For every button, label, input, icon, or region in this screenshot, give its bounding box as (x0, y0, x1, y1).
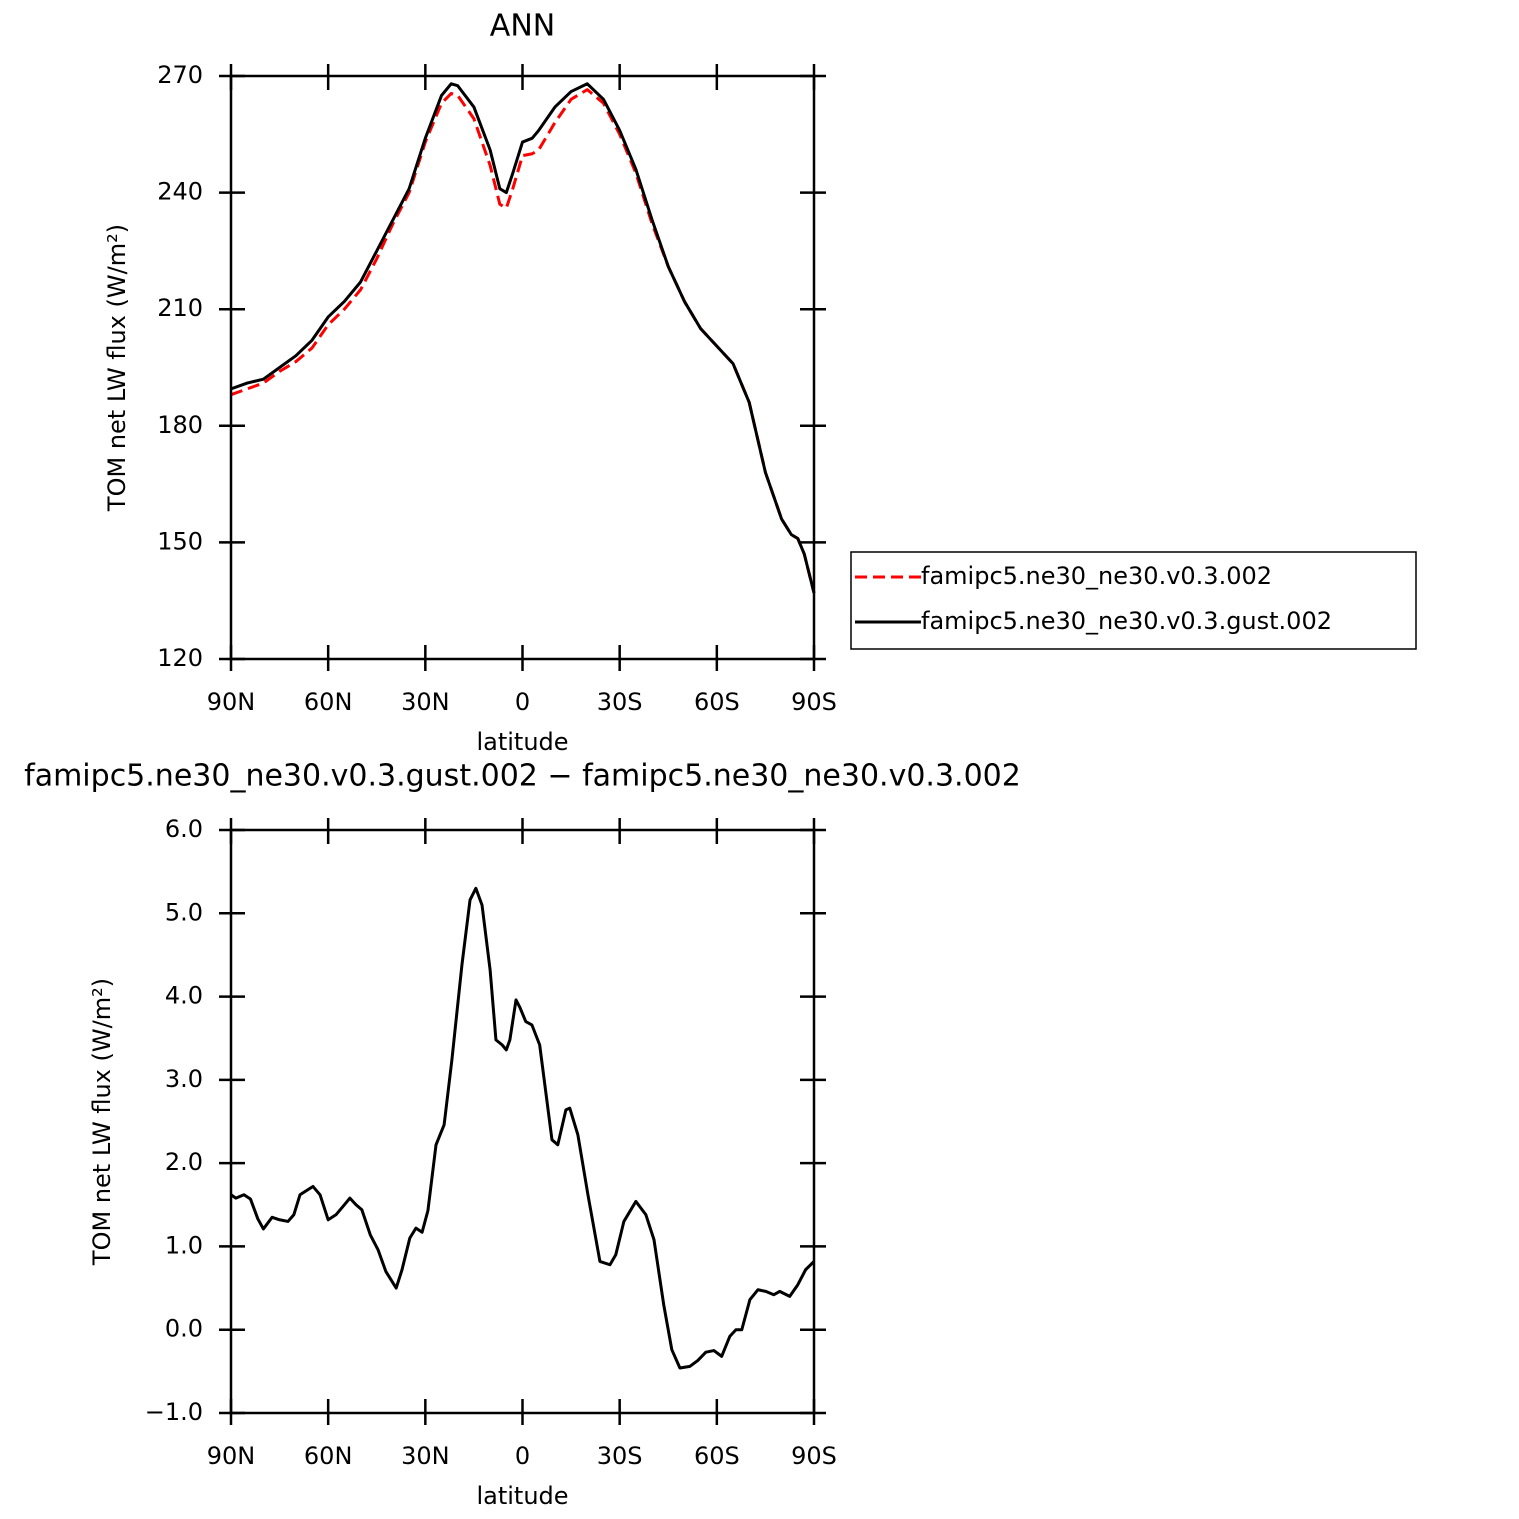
y-tick-label: 210 (157, 294, 203, 322)
legend-box (850, 551, 1417, 650)
x-tick-label: 60S (694, 1442, 740, 1470)
x-tick-label: 0 (515, 1442, 530, 1470)
chart-title: famipc5.ne30_ne30.v0.3.gust.002 − famipc… (24, 759, 1021, 794)
x-axis-label: latitude (476, 728, 568, 756)
y-tick-label: 180 (157, 411, 203, 439)
x-tick-label: 60N (304, 1442, 353, 1470)
y-tick-label: 0.0 (165, 1315, 203, 1343)
y-tick-label: 2.0 (165, 1148, 203, 1176)
y-tick-label: 150 (157, 527, 203, 555)
x-axis-label: latitude (476, 1482, 568, 1510)
chart-title: ANN (490, 9, 555, 44)
y-tick-label: 5.0 (165, 898, 203, 926)
legend-label: famipc5.ne30_ne30.v0.3.002 (921, 562, 1272, 590)
x-tick-label: 30S (597, 1442, 643, 1470)
y-tick-label: 4.0 (165, 982, 203, 1010)
x-tick-label: 30S (597, 688, 643, 716)
legend-label: famipc5.ne30_ne30.v0.3.gust.002 (921, 607, 1332, 635)
data-line (230, 82, 816, 594)
x-tick-label: 60S (694, 688, 740, 716)
x-tick-label: 90N (207, 1442, 256, 1470)
y-tick-label: 120 (157, 644, 203, 672)
x-tick-label: 90S (791, 688, 837, 716)
data-line (230, 886, 816, 1370)
x-tick-label: 60N (304, 688, 353, 716)
y-axis-label: TOM net LW flux (W/m²) (88, 978, 116, 1266)
plot-frame (229, 74, 816, 661)
x-tick-label: 90S (791, 1442, 837, 1470)
data-line (230, 88, 816, 594)
y-tick-label: 3.0 (165, 1065, 203, 1093)
y-tick-label: −1.0 (145, 1398, 203, 1426)
y-tick-label: 270 (157, 61, 203, 89)
y-tick-label: 1.0 (165, 1231, 203, 1259)
x-tick-label: 30N (401, 688, 450, 716)
x-tick-label: 90N (207, 688, 256, 716)
plot-frame (229, 828, 816, 1415)
x-tick-label: 0 (515, 688, 530, 716)
y-axis-label: TOM net LW flux (W/m²) (103, 224, 131, 512)
y-tick-label: 240 (157, 178, 203, 206)
y-tick-label: 6.0 (165, 815, 203, 843)
x-tick-label: 30N (401, 1442, 450, 1470)
legend: famipc5.ne30_ne30.v0.3.002 famipc5.ne30_n… (850, 551, 1417, 650)
